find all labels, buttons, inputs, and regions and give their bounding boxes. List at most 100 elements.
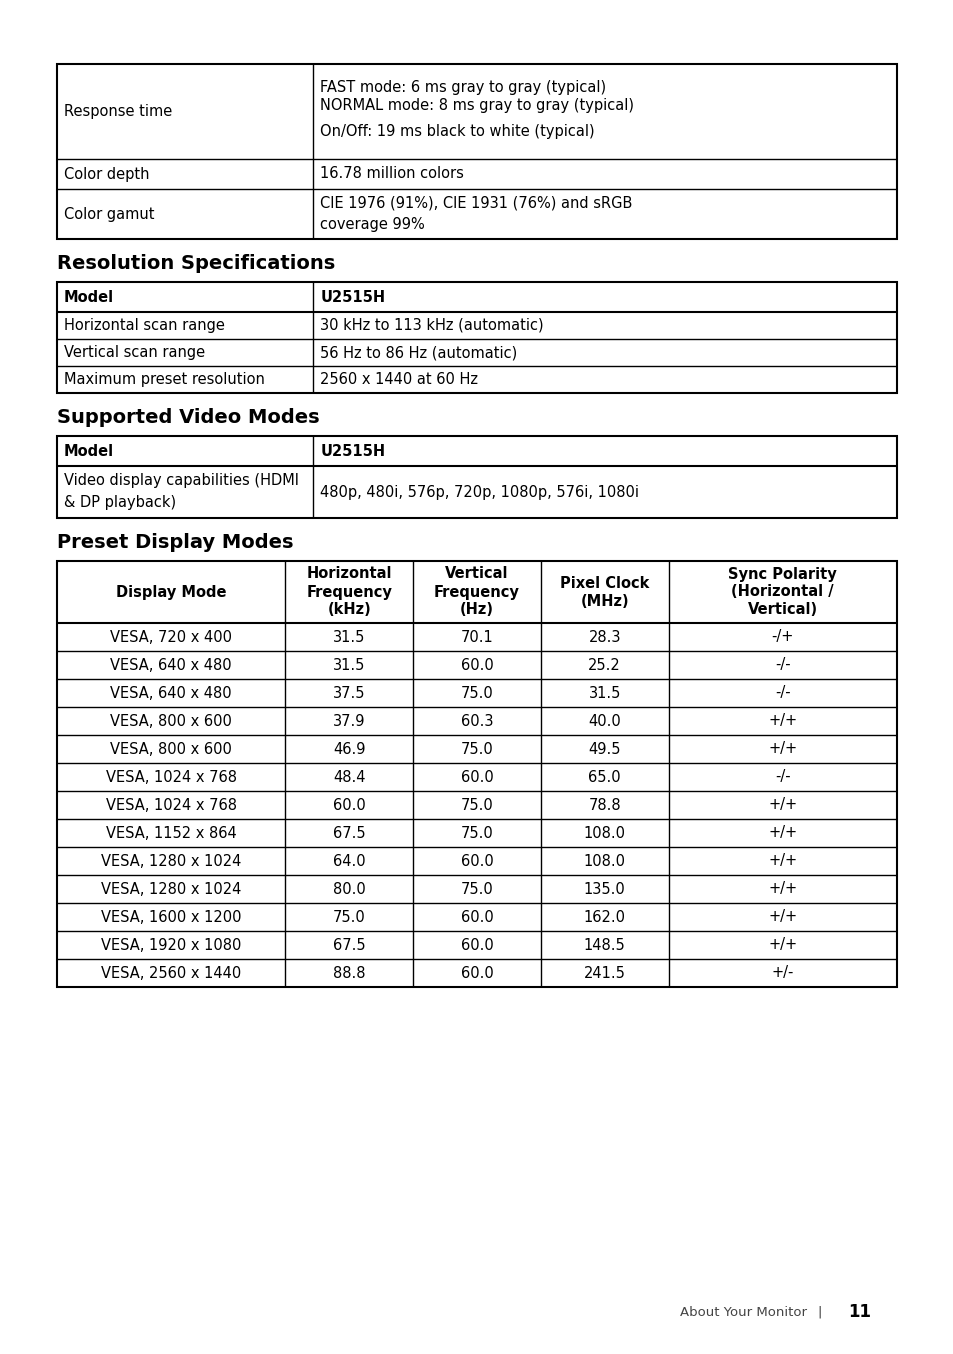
Text: coverage 99%: coverage 99% (320, 218, 424, 233)
Text: +/-: +/- (771, 965, 793, 980)
Text: +/+: +/+ (767, 742, 797, 757)
Text: CIE 1976 (91%), CIE 1931 (76%) and sRGB: CIE 1976 (91%), CIE 1931 (76%) and sRGB (320, 195, 632, 210)
Text: 25.2: 25.2 (588, 658, 620, 673)
Text: U2515H: U2515H (320, 290, 385, 305)
Text: Resolution Specifications: Resolution Specifications (57, 255, 335, 274)
Text: Pixel Clock: Pixel Clock (559, 575, 649, 590)
Text: 28.3: 28.3 (588, 630, 620, 645)
Text: VESA, 1920 x 1080: VESA, 1920 x 1080 (101, 937, 241, 952)
Text: +/+: +/+ (767, 826, 797, 841)
Text: 60.0: 60.0 (460, 910, 493, 925)
Text: 75.0: 75.0 (460, 881, 493, 896)
Text: Display Mode: Display Mode (116, 585, 226, 600)
Text: VESA, 640 x 480: VESA, 640 x 480 (111, 685, 232, 700)
Text: 60.0: 60.0 (460, 937, 493, 952)
Text: -/+: -/+ (771, 630, 793, 645)
Text: 75.0: 75.0 (460, 826, 493, 841)
Text: 31.5: 31.5 (333, 630, 365, 645)
Text: 67.5: 67.5 (333, 937, 365, 952)
Text: Vertical scan range: Vertical scan range (64, 345, 205, 360)
Text: 30 kHz to 113 kHz (automatic): 30 kHz to 113 kHz (automatic) (320, 318, 543, 333)
Text: 31.5: 31.5 (588, 685, 620, 700)
Text: VESA, 640 x 480: VESA, 640 x 480 (111, 658, 232, 673)
Text: +/+: +/+ (767, 881, 797, 896)
Text: -/-: -/- (774, 658, 790, 673)
Text: 70.1: 70.1 (460, 630, 493, 645)
Text: 78.8: 78.8 (588, 798, 620, 812)
Text: Model: Model (64, 290, 114, 305)
Text: VESA, 1024 x 768: VESA, 1024 x 768 (106, 769, 236, 784)
Text: Maximum preset resolution: Maximum preset resolution (64, 372, 265, 387)
Text: 11: 11 (847, 1303, 871, 1322)
Text: VESA, 1600 x 1200: VESA, 1600 x 1200 (101, 910, 241, 925)
Text: 135.0: 135.0 (583, 881, 625, 896)
Text: 37.5: 37.5 (333, 685, 365, 700)
Text: 480p, 480i, 576p, 720p, 1080p, 576i, 1080i: 480p, 480i, 576p, 720p, 1080p, 576i, 108… (320, 485, 639, 500)
Text: VESA, 1024 x 768: VESA, 1024 x 768 (106, 798, 236, 812)
Text: 75.0: 75.0 (333, 910, 365, 925)
Text: Supported Video Modes: Supported Video Modes (57, 408, 319, 427)
Text: +/+: +/+ (767, 798, 797, 812)
Text: 162.0: 162.0 (583, 910, 625, 925)
Text: 65.0: 65.0 (588, 769, 620, 784)
Text: -/-: -/- (774, 685, 790, 700)
Text: +/+: +/+ (767, 910, 797, 925)
Bar (57, 282, 896, 393)
Text: +/+: +/+ (767, 853, 797, 868)
Text: 241.5: 241.5 (583, 965, 625, 980)
Text: 48.4: 48.4 (333, 769, 365, 784)
Text: 75.0: 75.0 (460, 742, 493, 757)
Text: VESA, 1280 x 1024: VESA, 1280 x 1024 (101, 881, 241, 896)
Text: Preset Display Modes: Preset Display Modes (57, 533, 294, 552)
Text: Horizontal scan range: Horizontal scan range (64, 318, 225, 333)
Text: VESA, 800 x 600: VESA, 800 x 600 (111, 742, 232, 757)
Text: |: | (817, 1305, 821, 1319)
Text: (Hz): (Hz) (459, 603, 494, 617)
Text: (MHz): (MHz) (579, 593, 628, 608)
Text: 108.0: 108.0 (583, 826, 625, 841)
Text: -/-: -/- (774, 769, 790, 784)
Text: Color depth: Color depth (64, 167, 150, 181)
Text: +/+: +/+ (767, 937, 797, 952)
Text: 56 Hz to 86 Hz (automatic): 56 Hz to 86 Hz (automatic) (320, 345, 517, 360)
Text: 60.0: 60.0 (460, 965, 493, 980)
Text: VESA, 2560 x 1440: VESA, 2560 x 1440 (101, 965, 241, 980)
Text: Sync Polarity: Sync Polarity (728, 566, 837, 581)
Text: VESA, 1152 x 864: VESA, 1152 x 864 (106, 826, 236, 841)
Text: 80.0: 80.0 (333, 881, 365, 896)
Text: 16.78 million colors: 16.78 million colors (320, 167, 463, 181)
Text: VESA, 720 x 400: VESA, 720 x 400 (111, 630, 232, 645)
Bar (57, 64, 896, 240)
Text: Vertical: Vertical (445, 566, 508, 581)
Text: 75.0: 75.0 (460, 798, 493, 812)
Text: Model: Model (64, 444, 114, 459)
Text: (kHz): (kHz) (327, 603, 371, 617)
Text: 2560 x 1440 at 60 Hz: 2560 x 1440 at 60 Hz (320, 372, 477, 387)
Text: NORMAL mode: 8 ms gray to gray (typical): NORMAL mode: 8 ms gray to gray (typical) (320, 97, 634, 112)
Text: Horizontal: Horizontal (306, 566, 392, 581)
Text: & DP playback): & DP playback) (64, 496, 176, 510)
Text: U2515H: U2515H (320, 444, 385, 459)
Text: 88.8: 88.8 (333, 965, 365, 980)
Text: VESA, 800 x 600: VESA, 800 x 600 (111, 714, 232, 728)
Text: 60.0: 60.0 (460, 853, 493, 868)
Text: Response time: Response time (64, 104, 172, 119)
Text: 46.9: 46.9 (333, 742, 365, 757)
Text: +/+: +/+ (767, 714, 797, 728)
Text: 60.0: 60.0 (460, 658, 493, 673)
Text: 64.0: 64.0 (333, 853, 365, 868)
Text: 31.5: 31.5 (333, 658, 365, 673)
Bar (57, 436, 896, 519)
Text: 37.9: 37.9 (333, 714, 365, 728)
Text: Frequency: Frequency (306, 585, 392, 600)
Text: 60.3: 60.3 (460, 714, 493, 728)
Text: VESA, 1280 x 1024: VESA, 1280 x 1024 (101, 853, 241, 868)
Text: Vertical): Vertical) (747, 603, 817, 617)
Text: On/Off: 19 ms black to white (typical): On/Off: 19 ms black to white (typical) (320, 125, 595, 139)
Text: FAST mode: 6 ms gray to gray (typical): FAST mode: 6 ms gray to gray (typical) (320, 80, 606, 95)
Text: 60.0: 60.0 (460, 769, 493, 784)
Text: 67.5: 67.5 (333, 826, 365, 841)
Text: (Horizontal /: (Horizontal / (731, 585, 833, 600)
Text: Frequency: Frequency (434, 585, 519, 600)
Text: 49.5: 49.5 (588, 742, 620, 757)
